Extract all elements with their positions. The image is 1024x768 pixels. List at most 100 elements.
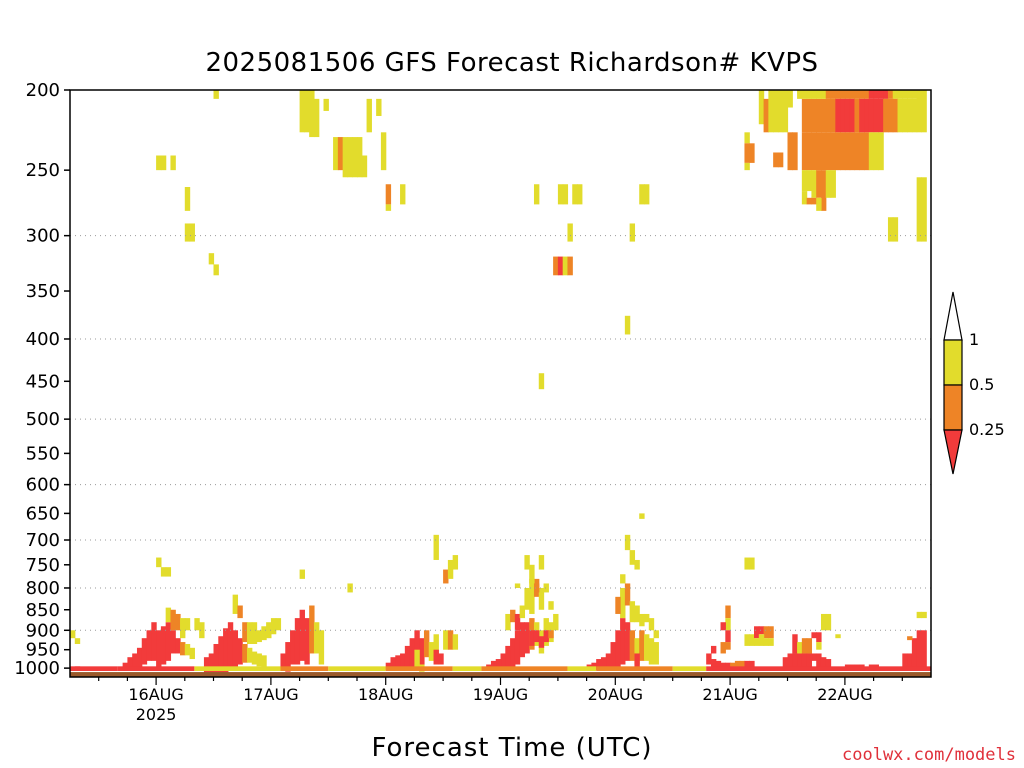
data-cell — [538, 587, 545, 610]
data-cell — [629, 630, 636, 661]
data-cell — [806, 132, 813, 171]
data-cell — [557, 184, 564, 205]
legend-label: 0.25 — [969, 420, 1005, 439]
x-tick-label: 16AUG — [128, 685, 183, 704]
y-tick-label: 600 — [26, 475, 60, 496]
data-cell — [644, 634, 650, 661]
data-cell — [801, 170, 808, 192]
data-cell — [749, 557, 755, 570]
surface-cell — [706, 666, 931, 671]
data-cell — [921, 90, 927, 133]
data-cell — [400, 184, 406, 205]
data-cell — [825, 98, 832, 133]
data-cell — [127, 657, 133, 670]
data-cell — [567, 256, 573, 276]
data-cell — [543, 583, 549, 593]
surface-cell — [117, 666, 195, 671]
data-cell — [246, 647, 253, 663]
data-cell — [758, 626, 765, 635]
data-cell — [323, 98, 329, 111]
data-cell — [156, 155, 162, 171]
surface-cell — [70, 666, 118, 671]
data-cell — [333, 137, 339, 171]
x-tick-sublabel: 2025 — [136, 705, 177, 724]
data-cell — [801, 98, 808, 133]
data-cell — [553, 256, 559, 276]
data-cell — [749, 660, 755, 669]
credit-link[interactable]: coolwx.com/models — [842, 745, 1016, 765]
data-cell — [916, 611, 923, 619]
data-cell — [921, 611, 927, 619]
data-cell — [385, 184, 392, 205]
data-cell — [730, 662, 736, 669]
data-cell — [811, 653, 817, 661]
data-cell — [615, 630, 621, 669]
data-cell — [710, 645, 717, 654]
data-cell — [816, 632, 822, 643]
data-cell — [184, 618, 191, 631]
data-cell — [529, 578, 535, 614]
data-cell — [505, 645, 511, 669]
data-cell — [706, 653, 712, 665]
data-cell — [887, 98, 894, 133]
ground-band — [70, 672, 931, 677]
data-cell — [624, 534, 631, 551]
data-cell — [921, 177, 927, 242]
y-tick-label: 1000 — [14, 658, 60, 679]
data-cell — [634, 653, 640, 669]
legend-label: 1 — [969, 330, 979, 349]
data-cell — [849, 90, 856, 99]
data-cell — [907, 90, 913, 99]
data-cell — [151, 622, 157, 661]
data-cell — [710, 659, 717, 669]
data-cell — [175, 613, 181, 631]
data-cell — [864, 132, 870, 171]
data-cell — [787, 653, 793, 669]
data-cell — [170, 630, 176, 654]
data-cell — [251, 651, 258, 665]
data-cell — [801, 653, 808, 669]
grid-lines — [70, 235, 931, 631]
data-cell — [902, 653, 908, 669]
data-cell — [533, 184, 540, 205]
data-cell — [921, 630, 927, 669]
data-cell — [438, 653, 444, 665]
data-cell — [844, 90, 851, 99]
data-cell — [634, 638, 640, 665]
data-cell — [873, 98, 879, 133]
data-cell — [644, 613, 650, 623]
data-cell — [840, 98, 846, 133]
y-tick-label: 250 — [26, 160, 60, 181]
y-tick-label: 300 — [26, 226, 60, 247]
data-cell — [830, 90, 836, 99]
data-cell — [395, 655, 401, 670]
data-cell — [529, 564, 535, 584]
data-cell — [816, 98, 822, 133]
data-cell — [892, 90, 899, 99]
data-cell — [385, 662, 392, 670]
data-cell — [620, 574, 626, 584]
data-cell — [859, 132, 865, 171]
data-cell — [806, 98, 813, 133]
data-cell — [844, 98, 851, 133]
data-cell — [758, 634, 765, 646]
data-cell — [816, 170, 822, 198]
y-tick-label: 950 — [26, 640, 60, 661]
data-cell — [811, 170, 817, 198]
data-cell — [553, 613, 559, 631]
data-cell — [916, 630, 923, 669]
data-cell — [787, 132, 793, 171]
data-cell — [811, 197, 817, 205]
data-cell — [213, 90, 219, 99]
data-cell — [744, 634, 750, 646]
y-tick-label: 850 — [26, 600, 60, 621]
data-cell — [849, 98, 856, 133]
data-cell — [404, 645, 411, 669]
data-cell — [543, 630, 549, 643]
data-cell — [825, 613, 832, 631]
y-tick-label: 700 — [26, 530, 60, 551]
data-cell — [533, 583, 540, 593]
data-cell — [184, 643, 191, 656]
